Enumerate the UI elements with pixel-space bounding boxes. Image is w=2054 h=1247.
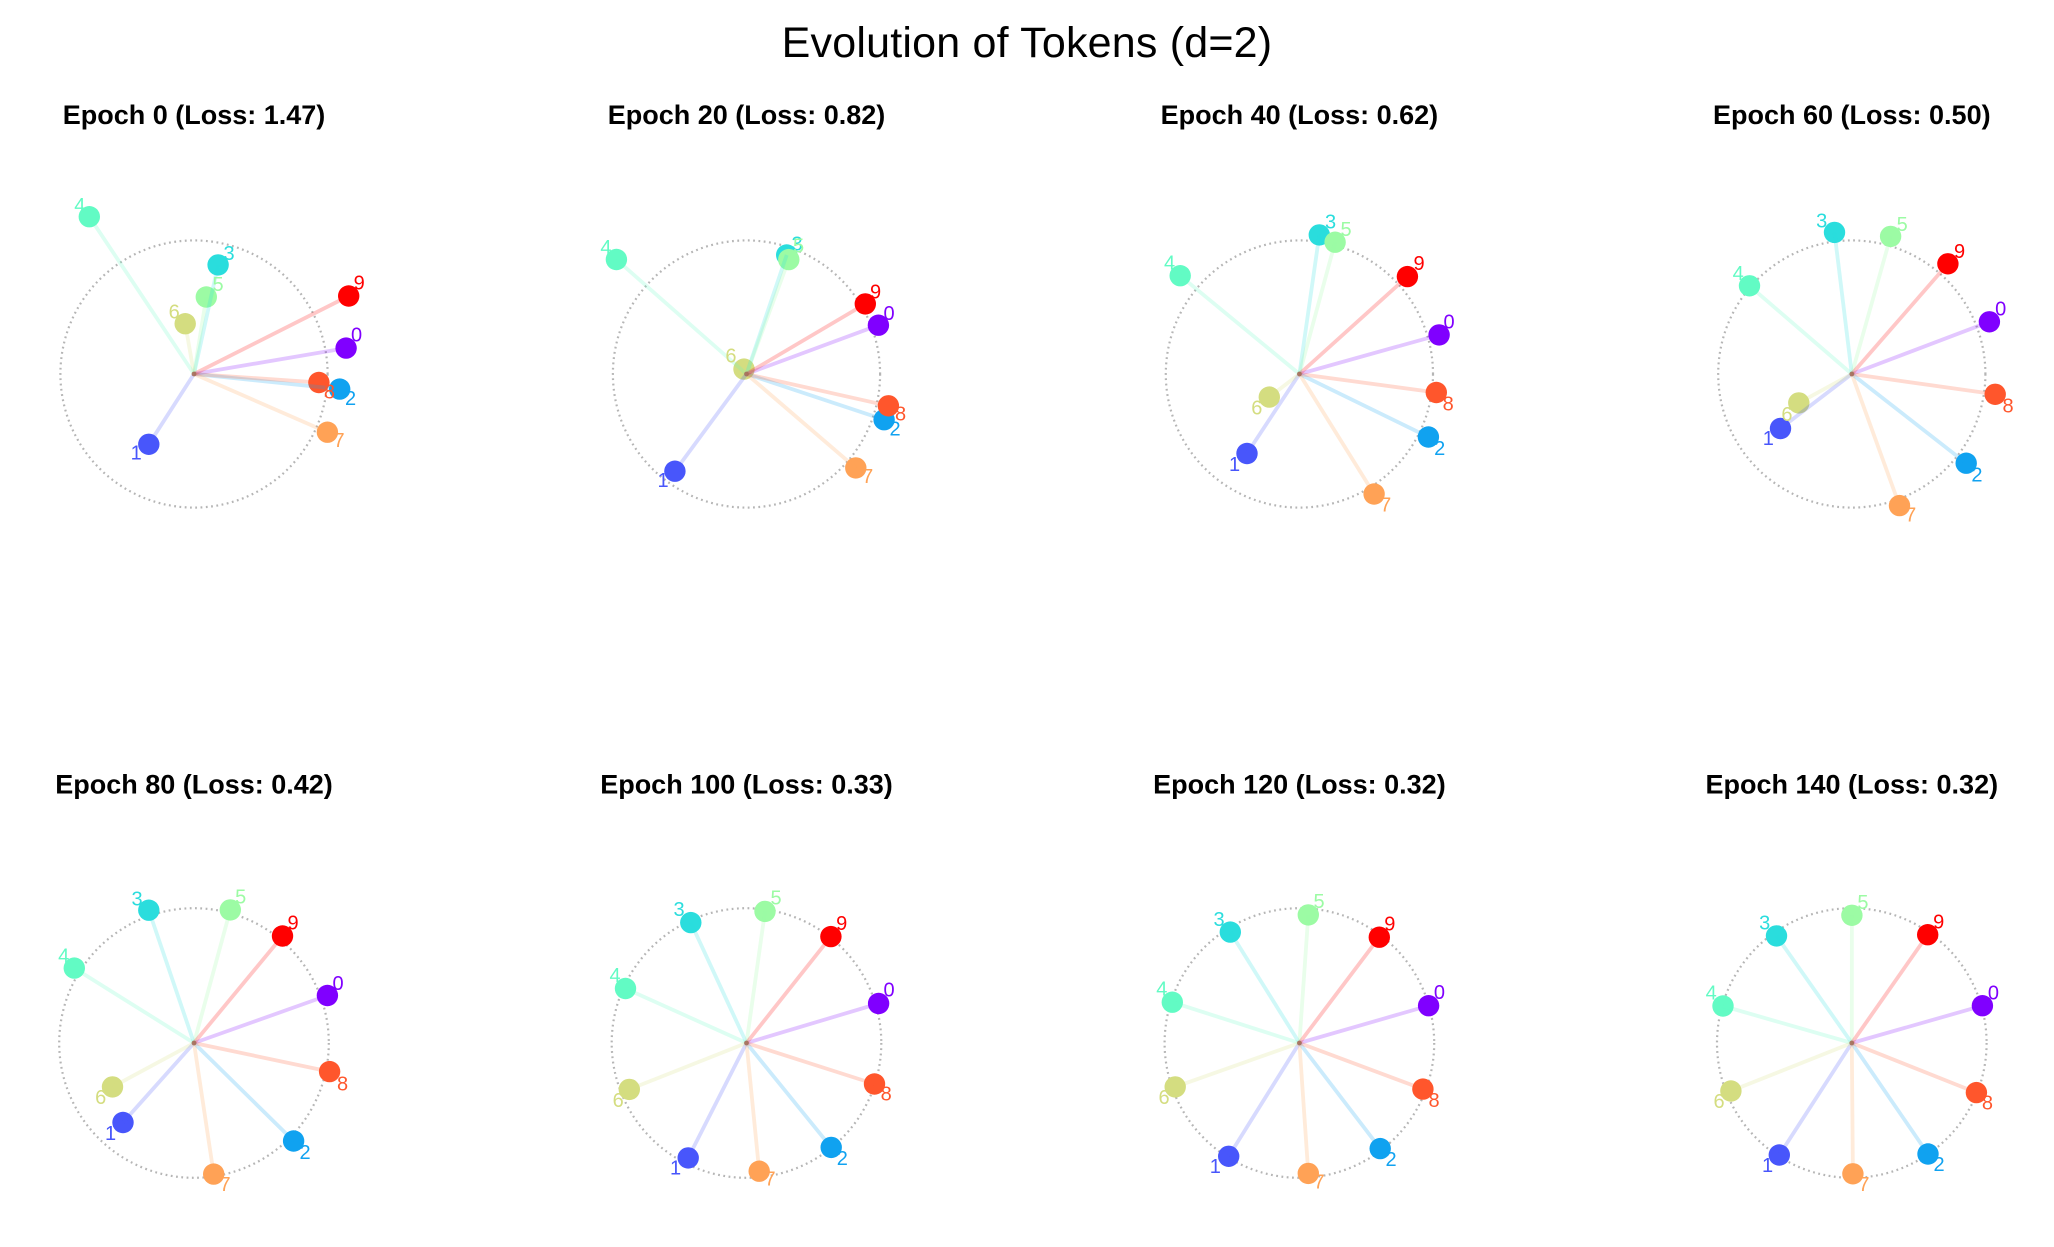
svg-text:9: 9: [1384, 913, 1395, 935]
svg-text:7: 7: [862, 466, 873, 488]
svg-text:0: 0: [884, 980, 895, 1002]
svg-text:8: 8: [2002, 396, 2013, 418]
svg-text:3: 3: [1325, 211, 1336, 233]
svg-text:6: 6: [95, 1087, 106, 1109]
svg-text:1: 1: [1229, 454, 1240, 476]
svg-text:8: 8: [1428, 1090, 1439, 1112]
svg-text:7: 7: [1905, 505, 1916, 527]
svg-text:2: 2: [1385, 1149, 1396, 1171]
svg-text:9: 9: [1933, 911, 1944, 933]
svg-text:3: 3: [673, 899, 684, 921]
svg-text:Epoch 100 (Loss: 0.33): Epoch 100 (Loss: 0.33): [600, 769, 893, 799]
svg-text:4: 4: [1156, 979, 1167, 1001]
svg-text:0: 0: [1988, 982, 1999, 1004]
svg-text:4: 4: [1733, 263, 1744, 285]
svg-text:4: 4: [600, 237, 611, 259]
svg-text:0: 0: [883, 303, 894, 325]
svg-text:3: 3: [1214, 909, 1225, 931]
svg-text:9: 9: [870, 282, 881, 304]
svg-text:9: 9: [287, 913, 298, 935]
svg-text:0: 0: [333, 973, 344, 995]
svg-text:5: 5: [771, 887, 782, 909]
svg-text:0: 0: [1444, 311, 1455, 333]
svg-text:2: 2: [300, 1142, 311, 1164]
svg-text:9: 9: [836, 913, 847, 935]
svg-text:2: 2: [345, 388, 356, 410]
svg-text:7: 7: [764, 1169, 775, 1191]
svg-text:6: 6: [613, 1090, 624, 1112]
svg-text:5: 5: [1857, 892, 1868, 914]
svg-text:Epoch 40 (Loss: 0.62): Epoch 40 (Loss: 0.62): [1161, 100, 1439, 130]
svg-text:8: 8: [1443, 394, 1454, 416]
svg-text:2: 2: [890, 419, 901, 441]
svg-text:3: 3: [791, 234, 802, 256]
svg-text:6: 6: [1781, 404, 1792, 426]
svg-text:4: 4: [609, 965, 620, 987]
svg-text:2: 2: [1933, 1154, 1944, 1176]
svg-text:1: 1: [1763, 428, 1774, 450]
svg-text:7: 7: [220, 1174, 231, 1196]
svg-text:Epoch 60 (Loss: 0.50): Epoch 60 (Loss: 0.50): [1713, 100, 1991, 130]
svg-text:5: 5: [1341, 219, 1352, 241]
svg-text:8: 8: [337, 1074, 348, 1096]
svg-text:Epoch 20 (Loss: 0.82): Epoch 20 (Loss: 0.82): [608, 100, 886, 130]
svg-text:3: 3: [1759, 913, 1770, 935]
svg-text:Evolution of Tokens (d=2): Evolution of Tokens (d=2): [782, 19, 1273, 67]
svg-text:5: 5: [1897, 214, 1908, 236]
svg-text:2: 2: [1434, 438, 1445, 460]
svg-text:3: 3: [1816, 211, 1827, 233]
svg-text:2: 2: [1971, 465, 1982, 487]
svg-text:2: 2: [837, 1148, 848, 1170]
svg-text:4: 4: [1706, 983, 1717, 1005]
svg-text:3: 3: [224, 243, 235, 265]
svg-text:8: 8: [881, 1083, 892, 1105]
svg-text:9: 9: [1954, 241, 1965, 263]
svg-text:1: 1: [105, 1123, 116, 1145]
svg-text:4: 4: [58, 946, 69, 968]
svg-text:5: 5: [1314, 891, 1325, 913]
svg-text:7: 7: [1314, 1172, 1325, 1194]
svg-text:0: 0: [351, 324, 362, 346]
svg-text:1: 1: [131, 443, 142, 465]
svg-text:Epoch 80 (Loss: 0.42): Epoch 80 (Loss: 0.42): [55, 769, 333, 799]
svg-text:Epoch 0 (Loss: 1.47): Epoch 0 (Loss: 1.47): [63, 100, 326, 130]
svg-text:4: 4: [74, 195, 85, 217]
svg-text:7: 7: [1380, 495, 1391, 517]
svg-text:1: 1: [1762, 1155, 1773, 1177]
svg-text:8: 8: [1982, 1093, 1993, 1115]
svg-text:7: 7: [333, 430, 344, 452]
svg-text:1: 1: [1210, 1156, 1221, 1178]
svg-text:7: 7: [1858, 1174, 1869, 1196]
svg-text:9: 9: [354, 273, 365, 295]
svg-text:5: 5: [235, 886, 246, 908]
svg-text:3: 3: [131, 889, 142, 911]
svg-text:0: 0: [1995, 299, 2006, 321]
svg-text:6: 6: [1159, 1087, 1170, 1109]
svg-text:1: 1: [658, 470, 669, 492]
svg-text:1: 1: [670, 1157, 681, 1179]
svg-text:Epoch 140 (Loss: 0.32): Epoch 140 (Loss: 0.32): [1705, 769, 1998, 799]
svg-text:6: 6: [1714, 1091, 1725, 1113]
svg-text:0: 0: [1434, 982, 1445, 1004]
svg-text:6: 6: [169, 302, 180, 324]
svg-text:5: 5: [213, 274, 224, 296]
svg-text:6: 6: [725, 346, 736, 368]
svg-text:5: 5: [793, 236, 804, 258]
svg-text:Epoch 120 (Loss: 0.32): Epoch 120 (Loss: 0.32): [1153, 769, 1446, 799]
svg-text:6: 6: [1251, 398, 1262, 420]
svg-text:4: 4: [1164, 253, 1175, 275]
svg-text:8: 8: [324, 381, 335, 403]
svg-text:8: 8: [895, 404, 906, 426]
svg-text:9: 9: [1413, 253, 1424, 275]
